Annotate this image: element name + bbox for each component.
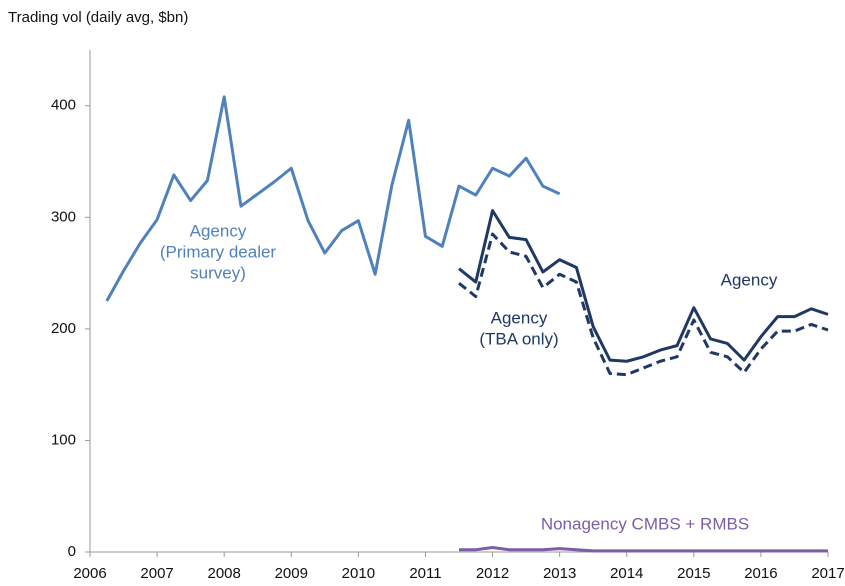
x-tick-label: 2009: [275, 565, 308, 582]
series-label: survey): [190, 263, 246, 282]
x-tick-label: 2010: [342, 565, 375, 582]
series-line: [105, 95, 561, 302]
x-tick-label: 2015: [677, 565, 710, 582]
y-tick-label: 400: [51, 97, 76, 114]
x-tick-label: 2012: [476, 565, 509, 582]
series-label: Nonagency CMBS + RMBS: [541, 514, 749, 533]
y-tick-label: 300: [51, 208, 76, 225]
x-tick-label: 2017: [811, 565, 844, 582]
x-tick-label: 2006: [73, 565, 106, 582]
x-tick-label: 2016: [744, 565, 777, 582]
series-label: Agency: [721, 270, 778, 289]
series-line: [459, 546, 828, 553]
series-line: [458, 209, 829, 363]
x-tick-label: 2011: [409, 565, 441, 582]
series-line: [458, 232, 829, 377]
chart-title: Trading vol (daily avg, $bn): [8, 9, 188, 26]
series-label: (TBA only): [479, 329, 558, 348]
x-tick-label: 2007: [140, 565, 173, 582]
series-label: Agency: [491, 308, 548, 327]
x-tick-label: 2008: [207, 565, 240, 582]
x-tick-label: 2013: [543, 565, 576, 582]
x-tick-label: 2014: [610, 565, 643, 582]
series-label: (Primary dealer: [160, 242, 277, 261]
series-label: Agency: [190, 221, 247, 240]
y-tick-label: 100: [51, 431, 76, 448]
y-tick-label: 0: [68, 543, 76, 560]
y-tick-label: 200: [51, 320, 76, 337]
